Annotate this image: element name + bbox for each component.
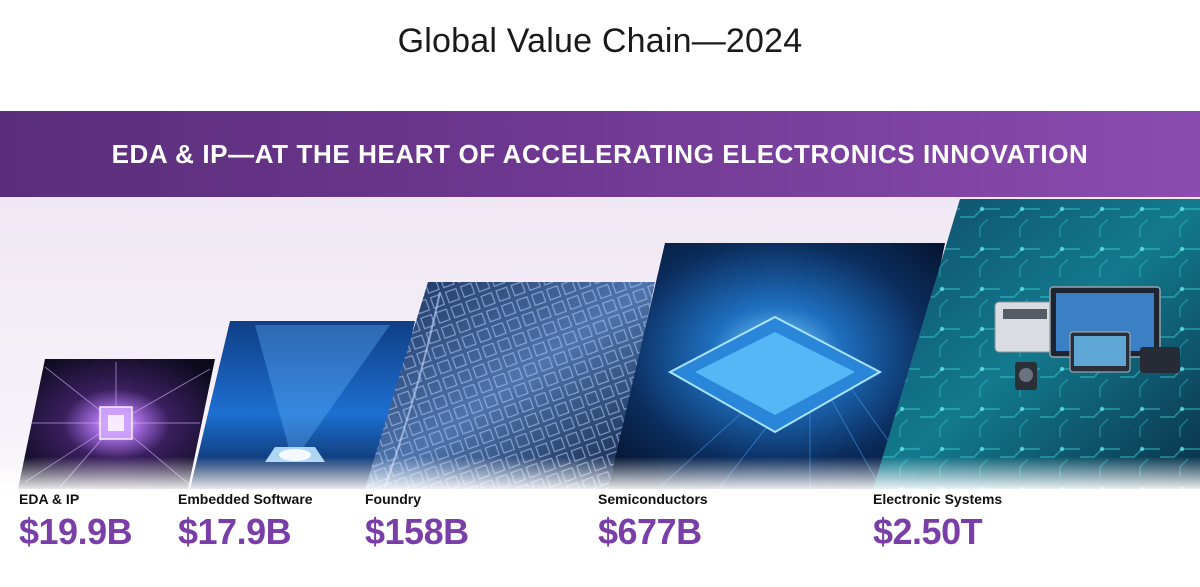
segment-embedded-software: Embedded Software $17.9B <box>178 491 313 553</box>
electronic-devices-icon <box>873 199 1200 489</box>
segment-label: Foundry <box>365 491 469 507</box>
segment-electronic-systems: Electronic Systems $2.50T <box>873 491 1002 553</box>
segment-label: EDA & IP <box>19 491 132 507</box>
segment-label: Embedded Software <box>178 491 313 507</box>
segment-value: $158B <box>365 511 469 553</box>
headline-banner: EDA & IP—AT THE HEART OF ACCELERATING EL… <box>0 111 1200 197</box>
segment-value: $19.9B <box>19 511 132 553</box>
segment-foundry: Foundry $158B <box>365 491 469 553</box>
segment-semiconductors: Semiconductors $677B <box>598 491 708 553</box>
segment-value: $2.50T <box>873 511 1002 553</box>
segment-label: Semiconductors <box>598 491 708 507</box>
page-title: Global Value Chain—2024 <box>0 22 1200 61</box>
segment-value: $677B <box>598 511 708 553</box>
segment-value: $17.9B <box>178 511 313 553</box>
segment-eda-ip: EDA & IP $19.9B <box>19 491 132 553</box>
banner-text: EDA & IP—AT THE HEART OF ACCELERATING EL… <box>112 139 1089 170</box>
segment-label: Electronic Systems <box>873 491 1002 507</box>
value-chain-stage: EDA & IP $19.9B Embedded Software $17.9B… <box>0 197 1200 587</box>
